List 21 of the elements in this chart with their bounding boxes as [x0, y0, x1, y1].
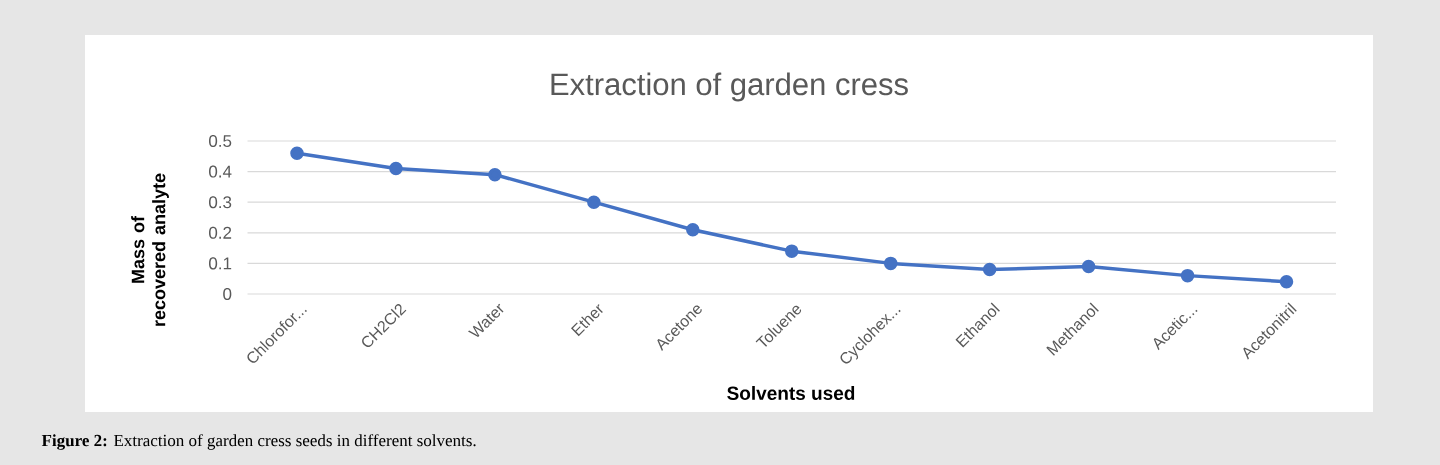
y-tick-label: 0.3: [209, 196, 232, 209]
y-tick-label: 0.1: [209, 257, 232, 270]
point: [290, 146, 304, 160]
point: [785, 244, 799, 258]
y-tick-label: 0.5: [209, 134, 232, 148]
point: [1279, 275, 1294, 289]
point: [587, 195, 601, 209]
y-tick-label: 0.4: [209, 165, 232, 178]
point: [488, 167, 502, 182]
x-axis-title: Solvents used: [727, 386, 855, 400]
point: [686, 222, 700, 237]
chart-title: Extraction of garden cress: [551, 72, 908, 102]
y-axis-title: Mass of recovered analyte: [131, 173, 169, 326]
point: [982, 262, 997, 277]
point: [1180, 268, 1195, 283]
point: [389, 161, 403, 176]
point: [883, 256, 898, 271]
text: Figure 2: Extraction of garden cress seeds in different solvents.: [41, 434, 476, 450]
point: [1081, 259, 1096, 274]
y-tick-label: 0.2: [209, 226, 232, 239]
y-tick-label: 0: [223, 287, 232, 301]
